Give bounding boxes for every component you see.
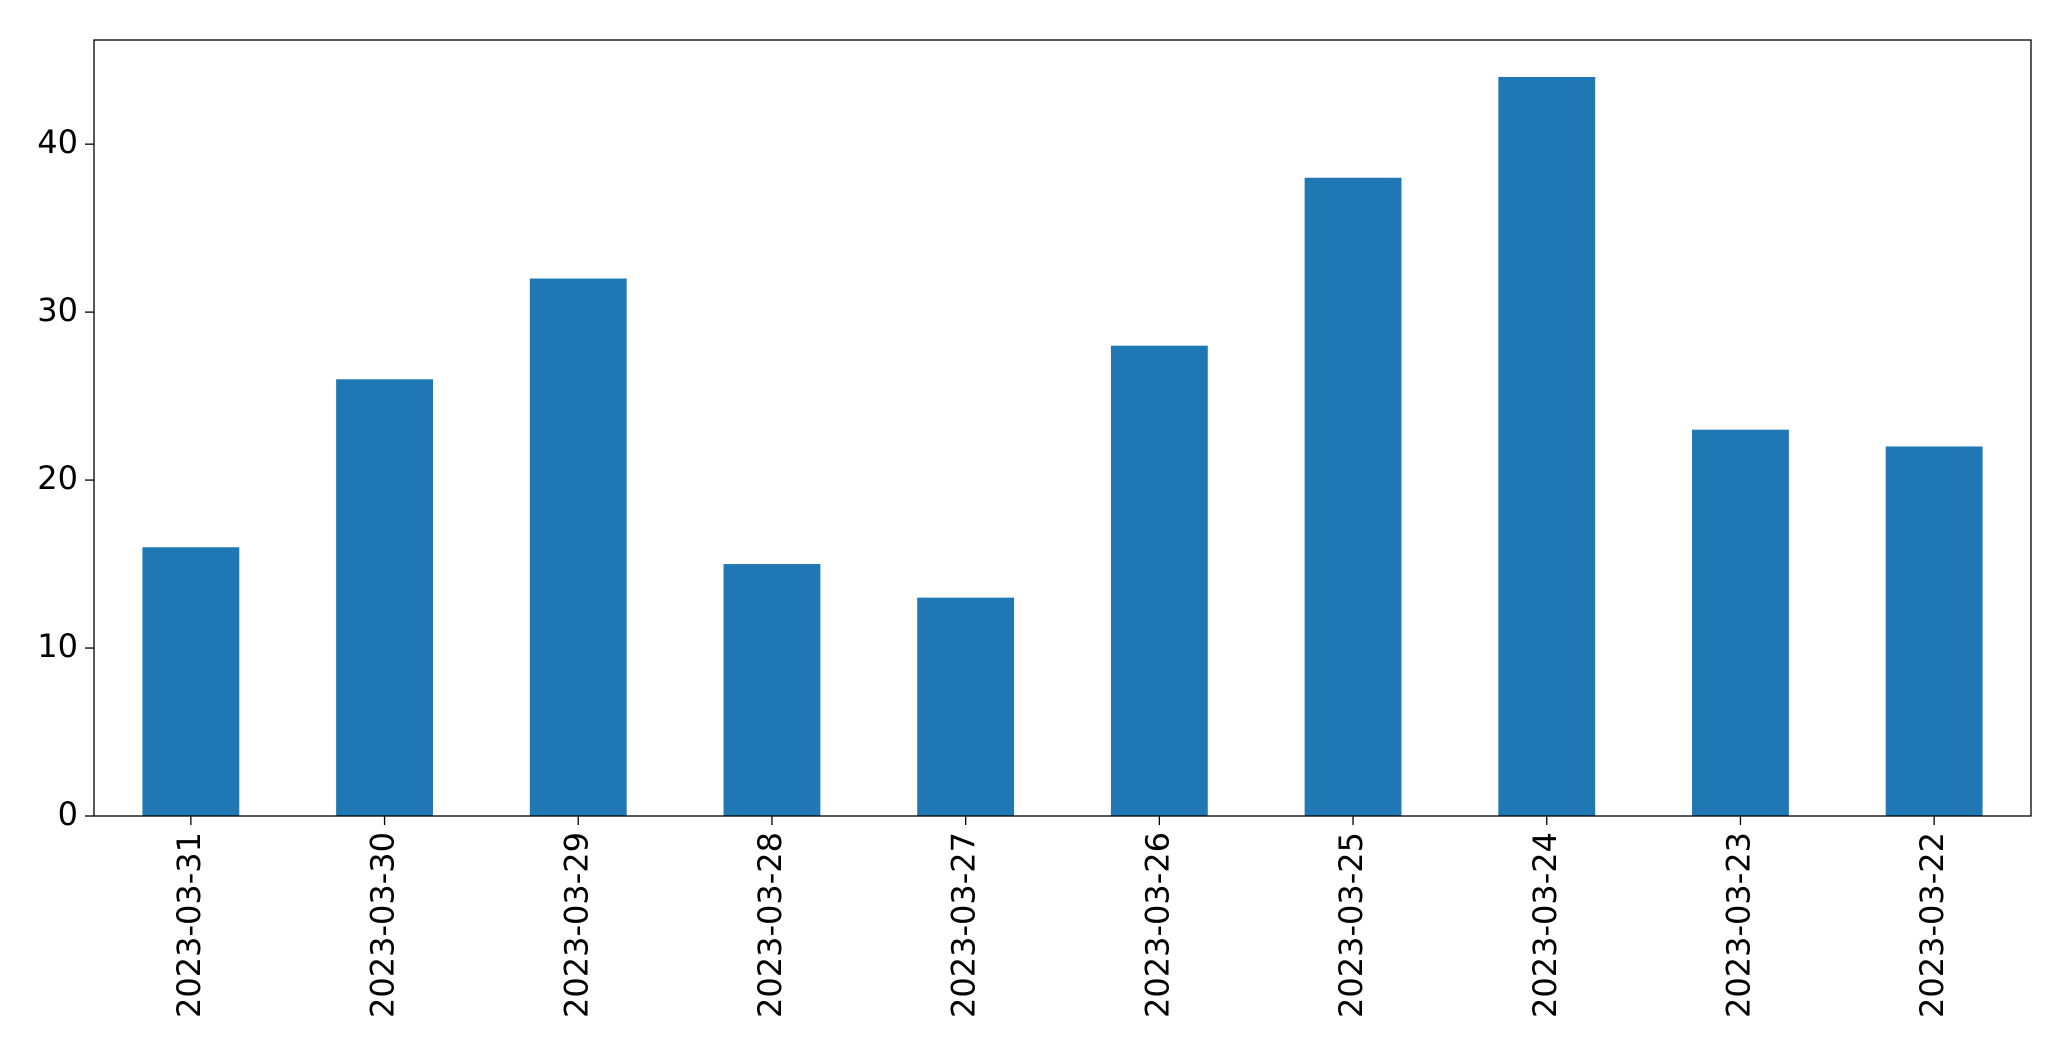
bar — [1498, 76, 1596, 816]
x-tick-label: 2023-03-26 — [1138, 832, 1176, 1018]
x-tick-label: 2023-03-27 — [945, 832, 983, 1018]
bar — [1110, 345, 1208, 816]
y-tick-label: 10 — [37, 627, 78, 665]
x-tick-label: 2023-03-31 — [170, 832, 208, 1018]
plot-frame — [93, 39, 2032, 817]
y-tick-label: 40 — [37, 123, 78, 161]
x-tick-label: 2023-03-23 — [1719, 832, 1757, 1018]
y-tick-label: 20 — [37, 459, 78, 497]
x-tick-label: 2023-03-29 — [557, 832, 595, 1018]
y-tick-label: 30 — [37, 291, 78, 329]
bar — [1692, 429, 1789, 816]
bar — [336, 379, 433, 816]
bar — [1885, 446, 1983, 816]
x-tick-label: 2023-03-24 — [1526, 832, 1564, 1018]
bar — [917, 597, 1015, 816]
bar — [723, 564, 821, 816]
x-tick-label: 2023-03-25 — [1332, 832, 1370, 1018]
x-tick-label: 2023-03-22 — [1913, 832, 1951, 1018]
y-tick-label: 0 — [58, 795, 78, 833]
bar — [529, 278, 627, 816]
x-tick-label: 2023-03-30 — [364, 832, 402, 1018]
bar — [142, 547, 240, 816]
bar — [1304, 177, 1402, 817]
x-tick-label: 2023-03-28 — [751, 832, 789, 1018]
